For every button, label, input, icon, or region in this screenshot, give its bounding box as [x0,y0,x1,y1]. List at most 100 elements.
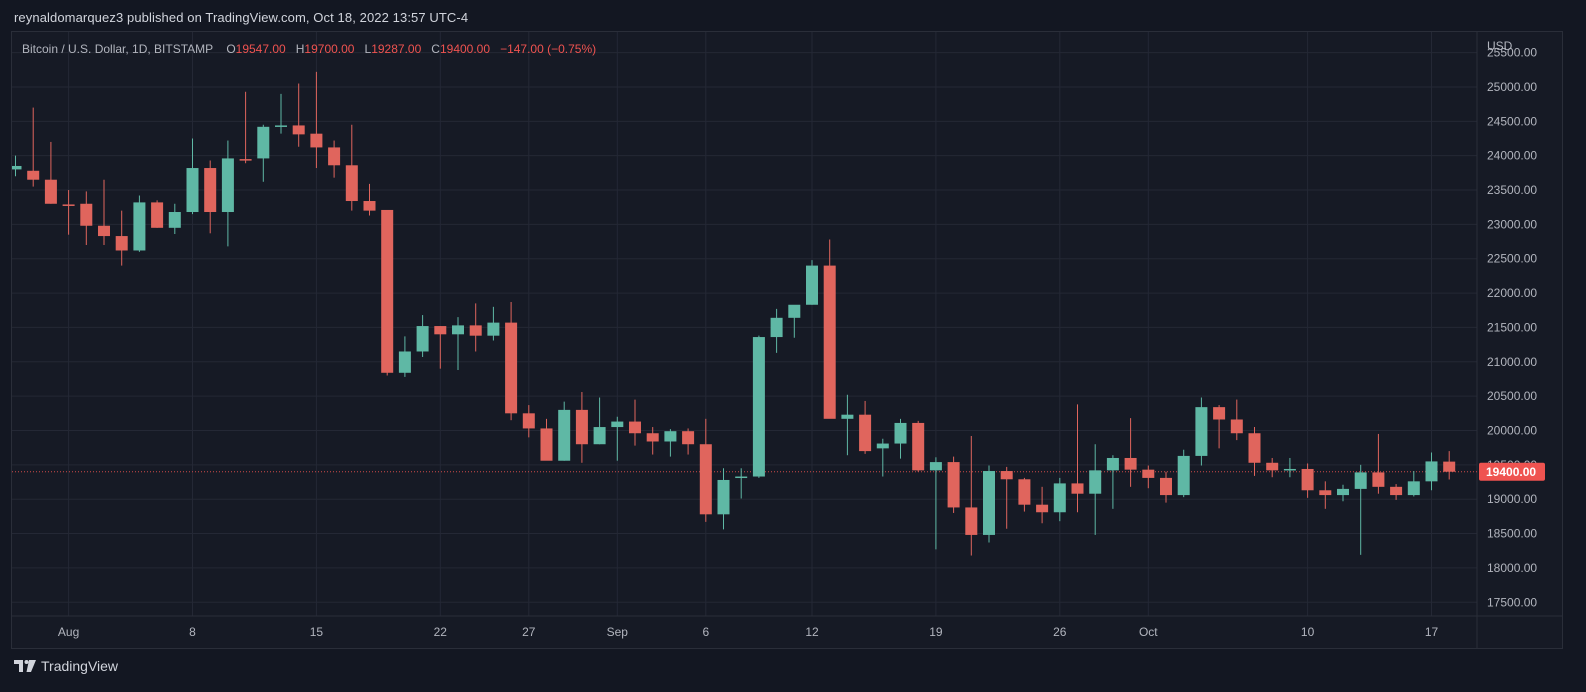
candle-body-down [1000,471,1013,480]
candle-body-up [1354,472,1367,489]
x-tick-label: 26 [1053,625,1067,639]
y-tick-label: 25500.00 [1487,46,1537,60]
tradingview-brand: TradingView [41,658,119,674]
y-tick-label: 18500.00 [1487,527,1537,541]
candle-body-down [1230,419,1243,434]
candle-body-up [717,479,730,515]
candle-body-down [912,422,925,471]
candle-body-down [646,433,659,442]
legend-close-label: C [431,42,440,56]
y-tick-label: 23000.00 [1487,217,1537,231]
legend-high-value: 19700.00 [304,42,355,56]
candle-body-up [752,337,765,477]
candle-body-down [575,409,588,445]
ohlc-legend: Bitcoin / U.S. Dollar, 1D, BITSTAMP O195… [22,42,596,56]
candle-body-up [611,421,624,428]
x-tick-label: 10 [1301,625,1315,639]
candle-body-up [1177,455,1190,496]
candle-body-down [1036,504,1049,513]
candle-body-down [239,159,252,161]
candle-body-down [204,168,217,213]
candlestick-chart[interactable]: USD17500.0018000.0018500.0019000.0019500… [12,32,1562,648]
candle-body-up [558,409,571,461]
chart-panel[interactable]: USD17500.0018000.0018500.0019000.0019500… [11,31,1563,649]
y-tick-label: 19000.00 [1487,492,1537,506]
published-header: reynaldomarquez3 published on TradingVie… [14,10,469,25]
candle-body-up [1407,481,1420,496]
candle-body-down [1301,468,1314,491]
y-tick-label: 20500.00 [1487,389,1537,403]
candle-body-up [257,126,270,159]
y-tick-label: 24500.00 [1487,114,1537,128]
tradingview-footer[interactable]: TradingView [14,657,118,675]
y-tick-label: 17500.00 [1487,595,1537,609]
candle-body-up [788,304,801,318]
candle-body-down [44,179,57,204]
candle-body-up [1337,488,1349,496]
legend-close-value: 19400.00 [439,42,491,56]
candle-body-up [664,431,677,442]
candle-body-down [151,202,164,228]
candle-body-down [1213,407,1226,420]
x-tick-label: 6 [702,625,709,639]
x-tick-label: 22 [434,625,448,639]
x-tick-label: 15 [310,625,324,639]
candle-body-down [310,133,323,148]
candle-body-down [629,421,641,434]
candle-body-up [929,462,942,471]
x-tick-label: Oct [1139,625,1158,639]
candle-body-down [699,444,712,515]
candle-body-down [62,204,75,206]
candle-body-down [27,170,40,180]
candle-body-up [487,322,500,336]
candle-body-up [770,317,783,338]
candle-body-up [983,471,995,535]
y-tick-label: 25000.00 [1487,80,1537,94]
last-price-label: 19400.00 [1486,465,1536,479]
y-tick-label: 23500.00 [1487,183,1537,197]
x-tick-label: Aug [58,625,79,639]
candle-body-up [806,265,818,305]
legend-symbol: Bitcoin / U.S. Dollar, 1D, BITSTAMP [22,42,213,56]
candle-body-up [452,325,464,335]
candle-body-down [522,413,535,429]
x-tick-label: 27 [522,625,536,639]
candle-body-down [859,414,872,452]
x-tick-label: 12 [805,625,819,639]
candle-body-up [1053,483,1066,513]
candle-body-down [540,428,553,461]
candle-body-down [434,326,447,335]
candle-body-down [469,325,482,336]
legend-high-label: H [295,42,305,56]
candle-body-down [1071,483,1084,494]
legend-low-value: 19287.00 [371,42,422,56]
candle-body-up [876,443,889,449]
tradingview-logo-icon [14,660,36,672]
candle-body-up [1425,461,1438,482]
candle-body-up [1106,457,1119,471]
y-tick-label: 21500.00 [1487,320,1537,334]
candle-body-down [1372,472,1385,487]
candle-body-up [735,476,748,479]
candle-body-down [1266,462,1279,471]
candle-body-down [115,236,128,251]
candle-body-down [947,462,960,508]
candle-body-up [1283,468,1296,471]
candle-body-down [328,147,341,166]
legend-low-label: L [364,42,372,56]
y-tick-label: 18000.00 [1487,561,1537,575]
candle-body-up [168,212,181,228]
legend-change: −147.00 (−0.75%) [500,42,597,56]
price-axis-currency: USD [1487,39,1513,53]
y-tick-label: 20000.00 [1487,423,1537,437]
legend-open-label: O [226,42,236,56]
candle-body-up [221,158,234,213]
x-tick-label: Sep [607,625,629,639]
candle-body-down [823,265,836,419]
candle-body-down [1319,490,1332,496]
candle-body-down [682,431,695,445]
candle-body-up [1195,407,1208,456]
candle-body-down [381,209,394,373]
candle-body-up [894,422,907,444]
candle-body-down [965,507,978,535]
